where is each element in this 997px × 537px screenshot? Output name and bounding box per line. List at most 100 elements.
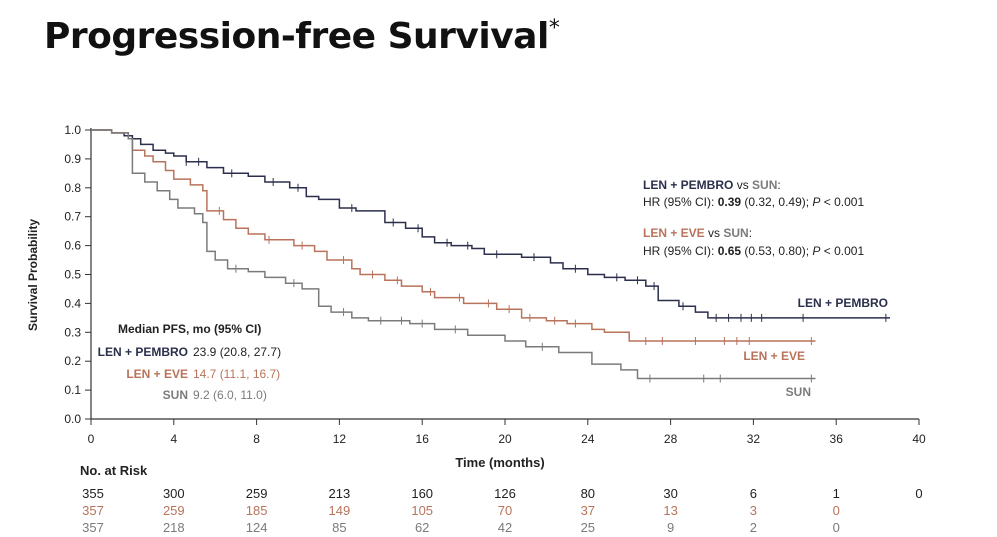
series-end-label: SUN xyxy=(786,385,811,399)
y-tick-label: 0.7 xyxy=(64,210,81,224)
x-tick-label: 36 xyxy=(830,432,844,446)
risk-cell: 355 xyxy=(82,486,104,501)
x-axis-label: Time (months) xyxy=(455,455,544,470)
median-pfs-value: 9.2 (6.0, 11.0) xyxy=(193,388,267,402)
x-tick-label: 12 xyxy=(333,432,347,446)
risk-cell: 80 xyxy=(580,486,596,501)
risk-cell: 3 xyxy=(749,503,758,518)
risk-cell: 37 xyxy=(580,503,596,518)
y-tick-label: 0.3 xyxy=(64,325,81,339)
x-tick-label: 20 xyxy=(498,432,512,446)
hr-value: 0.65 xyxy=(718,244,742,258)
risk-cell: 126 xyxy=(494,486,516,501)
x-tick-label: 4 xyxy=(170,432,177,446)
risk-cell: 218 xyxy=(162,520,185,535)
hr-ci: (0.53, 0.80); xyxy=(741,244,812,258)
risk-cell: 149 xyxy=(328,503,351,518)
risk-cell: 62 xyxy=(414,520,430,535)
risk-cell: 70 xyxy=(497,503,513,518)
p-value: < 0.001 xyxy=(820,244,864,258)
risk-table-title: No. at Risk xyxy=(80,463,148,478)
hr-value-line: HR (95% CI): 0.65 (0.53, 0.80); P < 0.00… xyxy=(643,244,864,258)
risk-cell: 160 xyxy=(411,486,434,501)
km-curve-len-eve xyxy=(91,129,816,342)
comparison-series-a: LEN + PEMBRO xyxy=(643,178,733,192)
km-curve-len-pembro xyxy=(91,129,890,319)
risk-cell: 13 xyxy=(663,503,678,518)
risk-cell: 1 xyxy=(832,486,840,501)
comparison-colon: : xyxy=(777,178,780,192)
median-pfs-row: LEN + PEMBRO xyxy=(98,345,188,359)
y-tick-label: 0.4 xyxy=(64,296,81,310)
risk-cell: 105 xyxy=(411,503,434,518)
median-pfs-heading: Median PFS, mo (95% CI) xyxy=(118,322,261,336)
y-tick-label: 0.1 xyxy=(64,383,81,397)
p-value: < 0.001 xyxy=(820,195,864,209)
y-tick-label: 0.5 xyxy=(64,268,81,282)
x-tick-label: 8 xyxy=(253,432,260,446)
median-pfs-row: LEN + EVE xyxy=(126,367,188,381)
risk-cell: 30 xyxy=(663,486,678,501)
hr-comparison-heading: LEN + EVE vs SUN: xyxy=(643,226,752,240)
km-curve-sun xyxy=(91,129,816,380)
title-footnote-marker: * xyxy=(548,16,560,41)
risk-cell: 42 xyxy=(497,520,513,535)
risk-cell: 259 xyxy=(162,503,185,518)
p-label: P xyxy=(812,244,820,258)
series-end-label: LEN + EVE xyxy=(743,349,805,363)
y-tick-label: 0.9 xyxy=(64,152,81,166)
risk-cell: 0 xyxy=(832,503,840,518)
risk-cell: 85 xyxy=(332,520,347,535)
median-pfs-series: SUN xyxy=(163,388,188,402)
y-axis-label: Survival Probability xyxy=(26,219,40,331)
comparison-vs: vs xyxy=(705,226,724,240)
comparison-series-a: LEN + EVE xyxy=(643,226,705,240)
median-pfs-value: 23.9 (20.8, 27.7) xyxy=(193,345,281,359)
hr-label: HR (95% CI): xyxy=(643,195,718,209)
risk-cell: 213 xyxy=(328,486,351,501)
x-tick-label: 28 xyxy=(664,432,678,446)
hr-label: HR (95% CI): xyxy=(643,244,718,258)
comparison-colon: : xyxy=(749,226,752,240)
y-tick-label: 0.0 xyxy=(64,412,81,426)
y-tick-label: 0.2 xyxy=(64,354,81,368)
page-title: Progression-free Survival* xyxy=(44,16,560,57)
x-tick-label: 0 xyxy=(88,432,95,446)
y-tick-label: 0.6 xyxy=(64,239,81,253)
hr-value-line: HR (95% CI): 0.39 (0.32, 0.49); P < 0.00… xyxy=(643,195,864,209)
median-pfs-series: LEN + PEMBRO xyxy=(98,345,188,359)
risk-cell: 2 xyxy=(749,520,758,535)
risk-row-sun: 357 218 124 85 62 42 25 9 2 0 xyxy=(0,520,997,536)
x-tick-label: 16 xyxy=(416,432,430,446)
comparison-vs: vs xyxy=(733,178,752,192)
risk-cell: 25 xyxy=(580,520,596,535)
y-tick-label: 0.8 xyxy=(64,181,81,195)
x-tick-label: 32 xyxy=(747,432,761,446)
median-pfs-value: 14.7 (11.1, 16.7) xyxy=(193,367,280,381)
series-end-label: LEN + PEMBRO xyxy=(798,296,888,310)
risk-cell: 0 xyxy=(832,520,840,535)
hr-ci: (0.32, 0.49); xyxy=(741,195,812,209)
risk-cell: 185 xyxy=(245,503,268,518)
page-title-text: Progression-free Survival xyxy=(44,16,549,57)
comparison-series-b: SUN xyxy=(723,226,748,240)
p-label: P xyxy=(812,195,820,209)
risk-cell: 124 xyxy=(245,520,268,535)
hr-comparison-heading: LEN + PEMBRO vs SUN: xyxy=(643,178,781,192)
y-tick-label: 1.0 xyxy=(64,123,81,137)
risk-cell: 300 xyxy=(162,486,185,501)
median-pfs-row: SUN xyxy=(163,388,188,402)
risk-row-len-pembro: 355 300 259 213 160 126 80 30 6 1 0 xyxy=(0,486,997,502)
x-tick-label: 24 xyxy=(581,432,595,446)
risk-row-len-eve: 357 259 185 149 105 70 37 13 3 0 xyxy=(0,503,997,519)
comparison-series-b: SUN xyxy=(752,178,777,192)
risk-cell: 259 xyxy=(245,486,268,501)
risk-cell: 6 xyxy=(749,486,758,501)
risk-cell: 357 xyxy=(82,520,104,535)
risk-cell: 0 xyxy=(915,486,923,501)
median-pfs-series: LEN + EVE xyxy=(126,367,188,381)
x-tick-label: 40 xyxy=(912,432,926,446)
hr-value: 0.39 xyxy=(718,195,742,209)
risk-cell: 357 xyxy=(82,503,104,518)
